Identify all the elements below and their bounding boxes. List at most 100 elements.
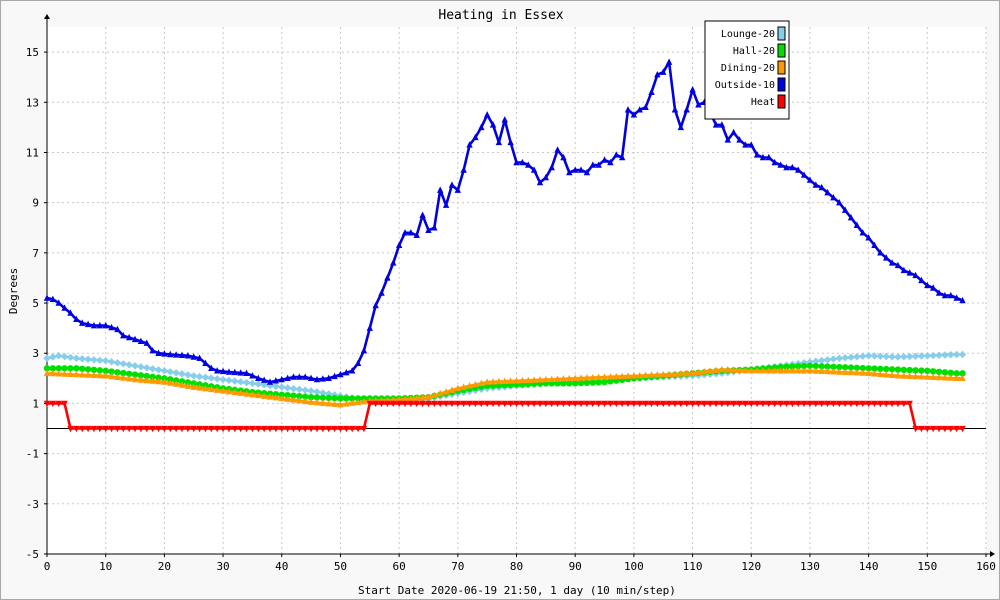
data-point bbox=[96, 367, 104, 374]
data-point bbox=[172, 380, 180, 387]
data-point bbox=[61, 370, 68, 377]
data-point bbox=[272, 377, 280, 384]
data-point bbox=[536, 400, 544, 408]
data-point bbox=[55, 352, 63, 360]
data-point bbox=[67, 309, 74, 316]
data-point bbox=[789, 163, 796, 171]
data-point bbox=[348, 399, 356, 406]
data-point bbox=[783, 363, 790, 370]
data-point bbox=[618, 153, 626, 161]
x-tick-label: 30 bbox=[216, 560, 229, 573]
data-point bbox=[841, 368, 849, 376]
data-point bbox=[167, 376, 174, 383]
data-point bbox=[742, 141, 749, 148]
data-point bbox=[155, 425, 162, 433]
data-point bbox=[255, 425, 262, 433]
legend-label: Hall-20 bbox=[733, 46, 775, 57]
data-point bbox=[630, 372, 638, 379]
data-point bbox=[313, 388, 321, 396]
data-point bbox=[343, 368, 350, 376]
legend-label: Dining-20 bbox=[721, 63, 775, 74]
data-point bbox=[571, 166, 579, 173]
data-point bbox=[278, 383, 286, 391]
data-point bbox=[219, 425, 227, 433]
data-point bbox=[325, 394, 332, 402]
data-point bbox=[143, 364, 151, 372]
data-point bbox=[260, 376, 268, 383]
data-point bbox=[390, 400, 397, 408]
data-point bbox=[789, 363, 796, 370]
data-point bbox=[354, 359, 362, 366]
data-point bbox=[401, 400, 409, 408]
data-point bbox=[437, 186, 444, 193]
data-point bbox=[107, 358, 116, 366]
data-point bbox=[624, 400, 632, 408]
data-point bbox=[190, 425, 197, 433]
data-point bbox=[847, 364, 855, 371]
data-point bbox=[660, 68, 667, 75]
data-point bbox=[671, 106, 679, 113]
data-point bbox=[96, 371, 104, 379]
data-point bbox=[952, 350, 961, 359]
data-point bbox=[225, 425, 233, 433]
data-point bbox=[712, 400, 720, 408]
data-point bbox=[835, 354, 843, 362]
data-point bbox=[953, 294, 960, 301]
data-point bbox=[660, 370, 667, 378]
data-point bbox=[84, 355, 92, 363]
data-point bbox=[190, 353, 197, 360]
data-point bbox=[289, 384, 298, 393]
data-point bbox=[701, 400, 708, 408]
data-point bbox=[918, 276, 925, 284]
legend-swatch bbox=[777, 26, 786, 41]
x-tick-label: 40 bbox=[275, 560, 288, 573]
data-point bbox=[448, 400, 456, 408]
data-point bbox=[624, 372, 632, 379]
data-point bbox=[172, 351, 180, 358]
data-point bbox=[472, 380, 479, 388]
data-point bbox=[941, 291, 949, 299]
data-point bbox=[260, 381, 268, 389]
data-point bbox=[67, 425, 74, 433]
data-point bbox=[78, 355, 86, 363]
data-point bbox=[595, 400, 602, 408]
data-point bbox=[49, 295, 57, 302]
data-point bbox=[795, 367, 802, 374]
data-point bbox=[249, 425, 256, 433]
data-point bbox=[911, 352, 920, 360]
data-point bbox=[260, 392, 268, 399]
data-point bbox=[407, 394, 415, 402]
data-point bbox=[789, 367, 796, 374]
data-point bbox=[724, 136, 731, 143]
data-point bbox=[665, 58, 673, 65]
data-point bbox=[172, 369, 180, 377]
data-point bbox=[595, 161, 602, 168]
data-point bbox=[847, 400, 855, 408]
data-point bbox=[225, 387, 233, 395]
data-point bbox=[883, 254, 890, 261]
data-point bbox=[331, 394, 338, 402]
data-point bbox=[313, 375, 321, 383]
data-point bbox=[337, 395, 344, 402]
data-point bbox=[55, 400, 62, 408]
data-point bbox=[613, 151, 620, 158]
x-tick-label: 140 bbox=[859, 560, 879, 573]
data-point bbox=[460, 383, 467, 390]
data-point bbox=[213, 375, 221, 383]
data-point bbox=[542, 173, 550, 181]
data-point bbox=[665, 370, 673, 378]
data-point bbox=[501, 377, 508, 385]
data-point bbox=[248, 379, 257, 388]
data-point bbox=[730, 366, 737, 373]
data-point bbox=[196, 354, 203, 361]
data-point bbox=[196, 384, 203, 391]
data-point bbox=[865, 234, 872, 241]
data-point bbox=[947, 369, 954, 377]
data-point bbox=[184, 382, 192, 389]
data-point bbox=[84, 425, 92, 433]
data-point bbox=[941, 351, 949, 359]
data-point bbox=[677, 400, 685, 408]
legend-swatch bbox=[777, 43, 786, 58]
data-point bbox=[812, 367, 820, 374]
data-point bbox=[202, 359, 209, 366]
